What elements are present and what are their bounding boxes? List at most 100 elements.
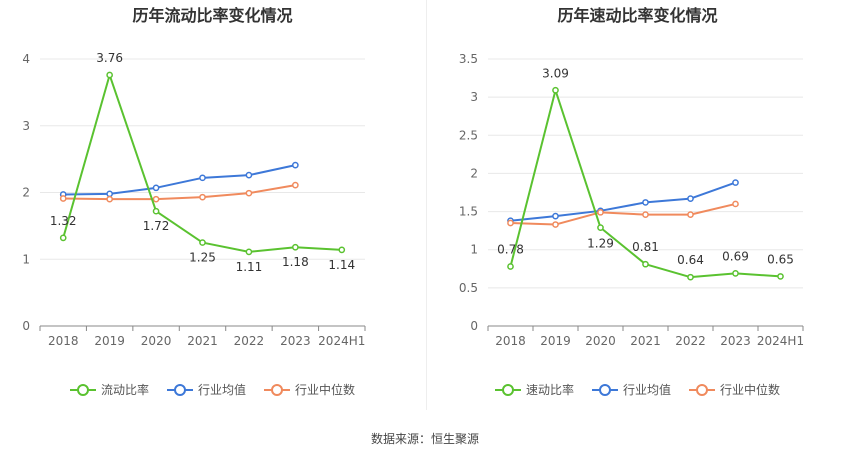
data-point	[597, 208, 604, 216]
data-label: 0.65	[767, 252, 794, 266]
y-tick-label: 3	[470, 90, 478, 104]
legend-item[interactable]: 行业均值	[166, 381, 246, 398]
x-tick-label: 2022	[675, 334, 706, 348]
y-tick-label: 3	[22, 119, 30, 133]
data-point	[199, 193, 206, 201]
data-label: 1.72	[143, 219, 170, 233]
data-label: 1.14	[328, 258, 355, 272]
legend-marker-icon	[591, 382, 618, 398]
legend-label: 行业均值	[197, 383, 246, 397]
series-line	[510, 202, 736, 226]
y-tick-label: 2.5	[459, 128, 478, 142]
panel-divider	[426, 0, 427, 410]
data-point	[687, 195, 694, 202]
data-point	[245, 248, 253, 256]
data-point	[687, 211, 694, 218]
y-tick-label: 3.5	[459, 52, 478, 66]
x-tick-label: 2022	[234, 334, 265, 348]
data-point	[199, 174, 206, 182]
data-source-note: 数据来源：恒生聚源	[370, 432, 479, 446]
data-point	[732, 200, 739, 208]
series-line	[62, 74, 342, 253]
current-ratio-chart: 0 1 2 3 4 2018 2019 2020 2021 2022 2023 2024H1 1.32 3…	[22, 51, 366, 348]
y-tick-label: 2	[22, 186, 30, 200]
x-tick-label: 2024H1	[318, 334, 365, 348]
legend-marker-icon	[166, 382, 193, 398]
legend-marker-icon	[69, 382, 96, 398]
legend-label: 行业中位数	[720, 383, 781, 397]
x-tick-label: 2019	[540, 334, 571, 348]
y-tick-label: 1	[470, 243, 478, 257]
legend-label: 行业均值	[622, 383, 671, 397]
data-point	[552, 221, 559, 228]
chart-legend: 流动比率 行业均值 行业中位数	[0, 381, 425, 398]
chart-title: 历年流动比率变化情况	[132, 6, 293, 25]
data-label: 3.76	[96, 51, 123, 65]
data-label: 1.32	[50, 214, 77, 228]
data-point	[59, 234, 67, 242]
data-point	[152, 195, 160, 203]
data-point	[292, 243, 299, 251]
y-tick-label: 0	[22, 319, 30, 333]
data-point	[507, 219, 514, 227]
data-point	[642, 211, 649, 218]
data-point	[642, 260, 649, 268]
data-label: 1.11	[236, 260, 263, 274]
x-tick-label: 2023	[280, 334, 311, 348]
x-tick-label: 2024H1	[757, 334, 804, 348]
data-label: 3.09	[542, 66, 569, 80]
data-label: 0.69	[722, 249, 749, 263]
legend-item[interactable]: 行业中位数	[264, 381, 355, 398]
data-point	[245, 171, 253, 179]
quick-ratio-panel: 历年速动比率变化情况 0 0.5 1 1.5 2 2.5 3 3.5 2018 2019 2020 2…	[425, 0, 850, 459]
data-point	[507, 263, 514, 270]
legend-label: 行业中位数	[295, 383, 356, 397]
data-point	[152, 184, 160, 192]
data-point	[245, 189, 253, 197]
data-point	[338, 246, 346, 254]
chart-title: 历年速动比率变化情况	[557, 6, 718, 25]
y-tick-label: 0	[470, 319, 478, 333]
data-label: 1.25	[189, 251, 216, 265]
x-tick-label: 2019	[94, 334, 125, 348]
data-point	[59, 195, 67, 202]
y-tick-label: 0.5	[459, 281, 478, 295]
legend-marker-icon	[494, 382, 521, 398]
data-point	[106, 195, 113, 203]
data-point	[597, 224, 604, 231]
series-line	[63, 184, 296, 201]
series-line	[63, 164, 296, 196]
data-point	[777, 273, 784, 280]
legend-item[interactable]: 速动比率	[494, 381, 574, 398]
y-tick-label: 1.5	[459, 205, 478, 219]
data-point	[552, 86, 559, 94]
chart-legend: 速动比率 行业均值 行业中位数	[425, 381, 850, 398]
data-label: 1.29	[587, 237, 614, 251]
legend-label: 速动比率	[525, 383, 574, 397]
legend-item[interactable]: 流动比率	[69, 381, 149, 398]
legend-item[interactable]: 行业中位数	[689, 381, 780, 398]
legend-label: 流动比率	[100, 383, 149, 397]
y-tick-label: 4	[22, 52, 30, 66]
data-point	[687, 273, 694, 281]
data-label: 1.18	[282, 255, 309, 269]
legend-marker-icon	[264, 382, 290, 398]
data-label: 0.78	[497, 242, 524, 256]
data-point	[106, 190, 113, 198]
data-point	[732, 179, 739, 186]
quick-ratio-chart: 0 0.5 1 1.5 2 2.5 3 3.5 2018 2019 2020 2021 2022 2023…	[459, 52, 804, 348]
current-ratio-panel: 历年流动比率变化情况 0 1 2 3 4 2018 2019 2020 2021 2022 2023…	[0, 6, 425, 398]
data-point	[642, 199, 649, 206]
data-point	[152, 207, 160, 215]
data-point	[292, 161, 299, 169]
series-line	[510, 181, 736, 222]
data-point	[106, 71, 113, 79]
data-point	[292, 181, 299, 189]
data-label: 0.81	[632, 240, 659, 254]
x-tick-label: 2023	[720, 334, 751, 348]
data-label: 0.64	[677, 253, 704, 267]
x-tick-label: 2020	[141, 334, 172, 348]
y-tick-label: 2	[470, 166, 478, 180]
y-tick-label: 1	[22, 252, 30, 266]
legend-item[interactable]: 行业均值	[591, 381, 671, 398]
